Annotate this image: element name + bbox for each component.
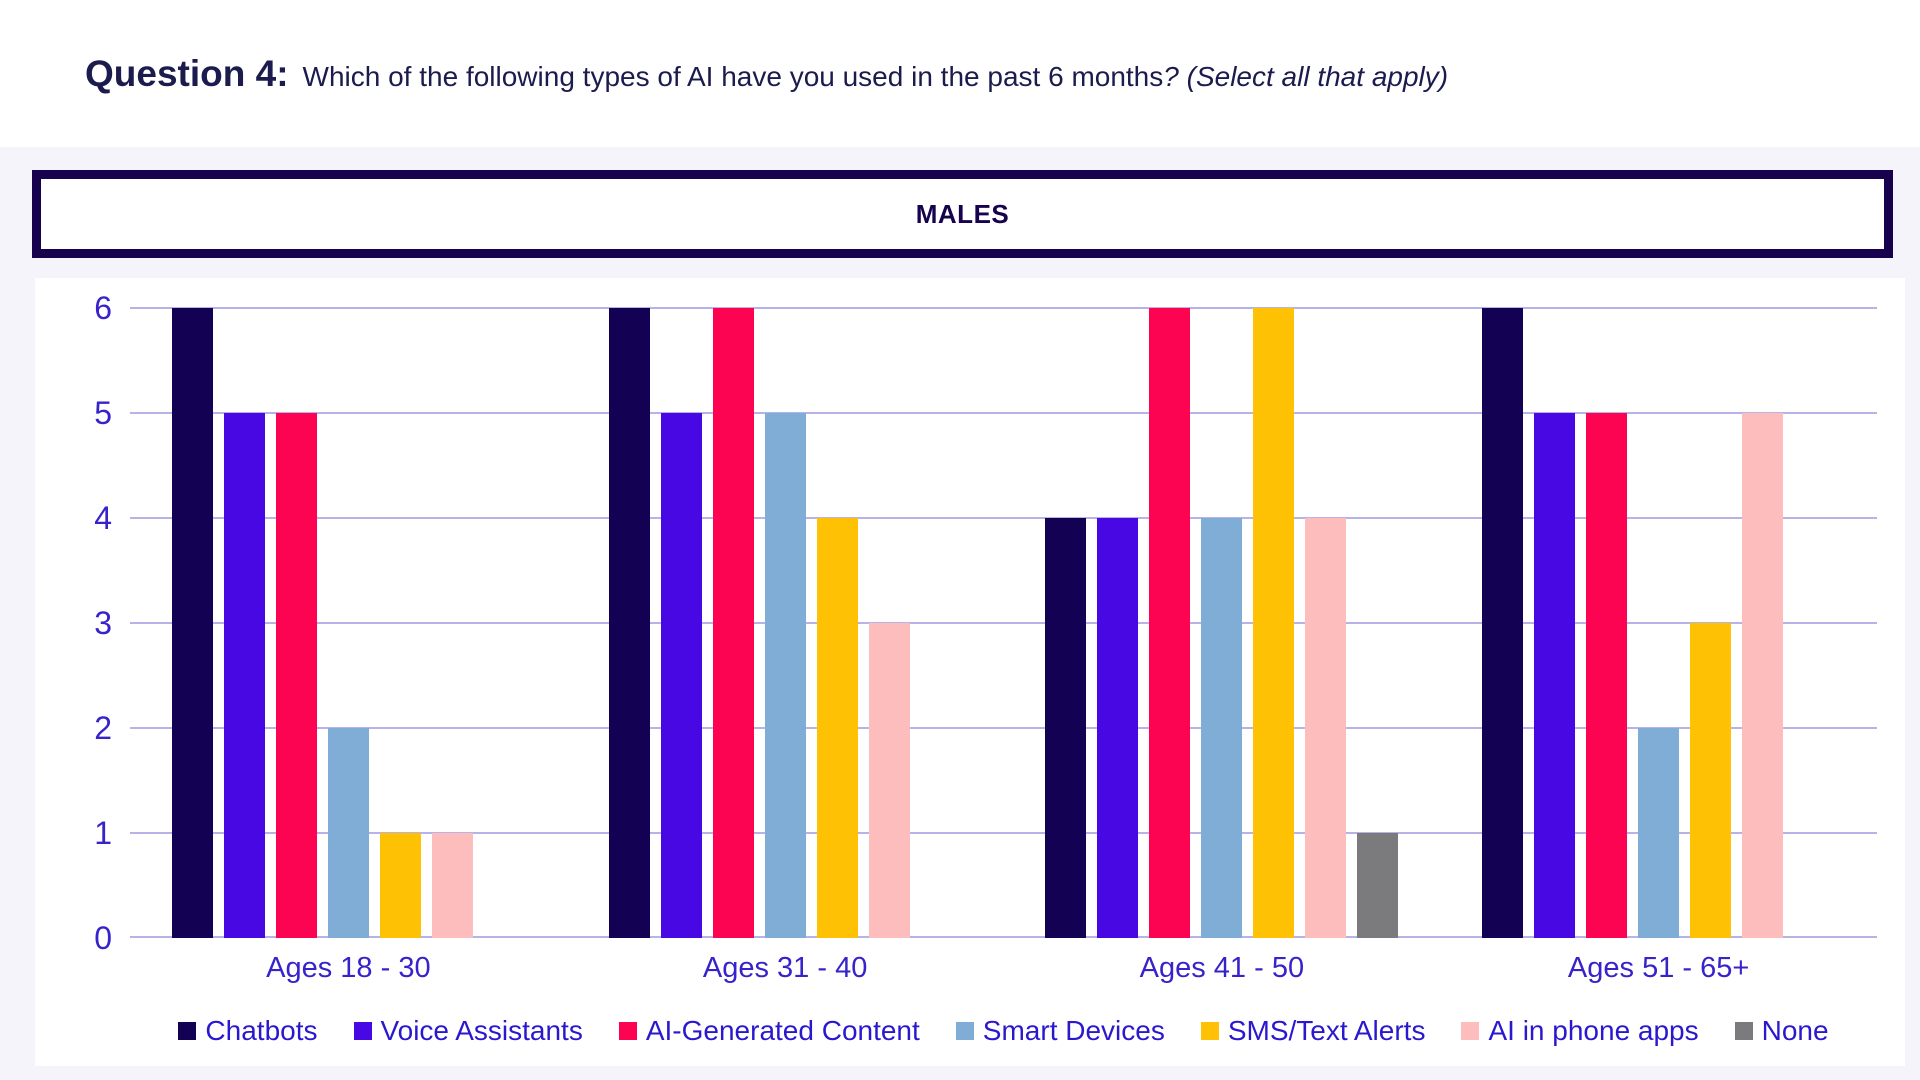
bar-ai-generated-content	[275, 413, 317, 938]
legend-item-smart-devices: Smart Devices	[955, 1015, 1165, 1047]
legend-item-none: None	[1734, 1015, 1829, 1047]
bar-sms-text-alerts	[1690, 623, 1732, 938]
legend-label: Smart Devices	[982, 1015, 1165, 1046]
legend-swatch-ai-in-phone-apps	[1461, 1022, 1480, 1040]
bar-voice-assistants	[1097, 518, 1139, 938]
legend-item-ai-generated-content: AI-Generated Content	[618, 1015, 920, 1047]
legend-swatch-chatbots	[178, 1022, 197, 1040]
bar-group-ages-51-65	[1440, 308, 1877, 938]
gridline-y5	[130, 412, 1877, 414]
legend-label: Chatbots	[205, 1015, 318, 1046]
bar-sms-text-alerts	[379, 833, 421, 938]
bar-ai-in-phone-apps	[1305, 518, 1347, 938]
legend-swatch-smart-devices	[955, 1022, 974, 1040]
bar-none	[1357, 833, 1399, 938]
x-axis-label-ages-18-30: Ages 18 - 30	[266, 952, 431, 984]
bar-groups	[130, 308, 1877, 938]
bar-smart-devices	[1201, 518, 1243, 938]
y-axis-tick-label: 0	[94, 920, 112, 956]
chart-legend: Chatbots Voice Assistants AI-Generated Con…	[130, 1015, 1877, 1047]
bar-ai-generated-content	[1586, 413, 1628, 938]
legend-label: SMS/Text Alerts	[1227, 1015, 1426, 1046]
legend-item-voice-assistants: Voice Assistants	[353, 1015, 583, 1047]
bar-sms-text-alerts	[1253, 308, 1295, 938]
y-axis-tick-label: 4	[94, 500, 112, 536]
bar-voice-assistants	[1534, 413, 1576, 938]
bar-chatbots	[608, 308, 650, 938]
gridline-y0	[130, 936, 1877, 938]
bar-smart-devices	[764, 413, 806, 938]
bar-ai-generated-content	[712, 308, 754, 938]
legend-swatch-voice-assistants	[353, 1022, 372, 1040]
gridline-y4	[130, 517, 1877, 519]
y-axis-tick-label: 3	[94, 605, 112, 641]
legend-swatch-none	[1734, 1022, 1753, 1040]
legend-label: None	[1761, 1015, 1829, 1046]
y-axis-tick-label: 1	[94, 815, 112, 851]
bar-group-ages-41-50	[1004, 308, 1441, 938]
x-axis-label-ages-31-40: Ages 31 - 40	[702, 952, 868, 984]
bar-ai-in-phone-apps	[868, 623, 910, 938]
bar-group-ages-31-40	[567, 308, 1004, 938]
gridline-y3	[130, 622, 1877, 624]
bar-smart-devices	[1638, 728, 1680, 938]
x-axis-label-ages-41-50: Ages 41 - 50	[1139, 952, 1305, 984]
question-suffix: ? (Select all that apply)	[1163, 60, 1449, 92]
bar-smart-devices	[327, 728, 369, 938]
legend-item-chatbots: Chatbots	[178, 1015, 318, 1047]
gridline-y1	[130, 832, 1877, 834]
bar-voice-assistants	[223, 413, 265, 938]
legend-item-sms-text-alerts: SMS/Text Alerts	[1200, 1015, 1426, 1047]
legend-item-ai-in-phone-apps: AI in phone apps	[1461, 1015, 1699, 1047]
gridline-y6	[130, 307, 1877, 309]
section-header-banner: MALES	[32, 170, 1893, 258]
bar-chatbots	[1045, 518, 1087, 938]
y-axis-tick-label: 6	[94, 290, 112, 326]
bar-sms-text-alerts	[816, 518, 858, 938]
section-header-label: MALES	[915, 198, 1010, 229]
legend-label: AI-Generated Content	[645, 1015, 920, 1046]
legend-swatch-sms-text-alerts	[1200, 1022, 1219, 1040]
plot-area: 0 1 2 3 4 5 6	[94, 290, 1877, 956]
question-number: Question 4:	[85, 52, 289, 94]
y-axis-tick-label: 5	[94, 395, 112, 431]
bar-voice-assistants	[660, 413, 702, 938]
gridline-y2	[130, 727, 1877, 729]
x-axis-label-ages-51-65: Ages 51 - 65+	[1567, 952, 1750, 984]
page-title: Question 4: Which of the following types …	[85, 53, 1448, 95]
bar-chatbots	[1482, 308, 1524, 938]
bar-ai-generated-content	[1149, 308, 1191, 938]
legend-label: Voice Assistants	[380, 1015, 583, 1046]
bar-chart: 0 1 2 3 4 5 6 Ages 18 - 30 Ages 31 - 40 Ages 41 …	[35, 278, 1905, 1066]
bar-ai-in-phone-apps	[1742, 413, 1784, 938]
x-axis-labels: Ages 18 - 30 Ages 31 - 40 Ages 41 - 50 Ages…	[130, 952, 1877, 985]
y-axis-tick-label: 2	[94, 710, 112, 746]
bar-ai-in-phone-apps	[431, 833, 473, 938]
bar-group-ages-18-30	[130, 308, 567, 938]
question-text: Which of the following types of AI have …	[302, 60, 1164, 92]
legend-label: AI in phone apps	[1488, 1015, 1699, 1046]
bar-chatbots	[171, 308, 213, 938]
legend-swatch-ai-generated-content	[618, 1022, 637, 1040]
question-header: Question 4: Which of the following types …	[0, 0, 1920, 147]
